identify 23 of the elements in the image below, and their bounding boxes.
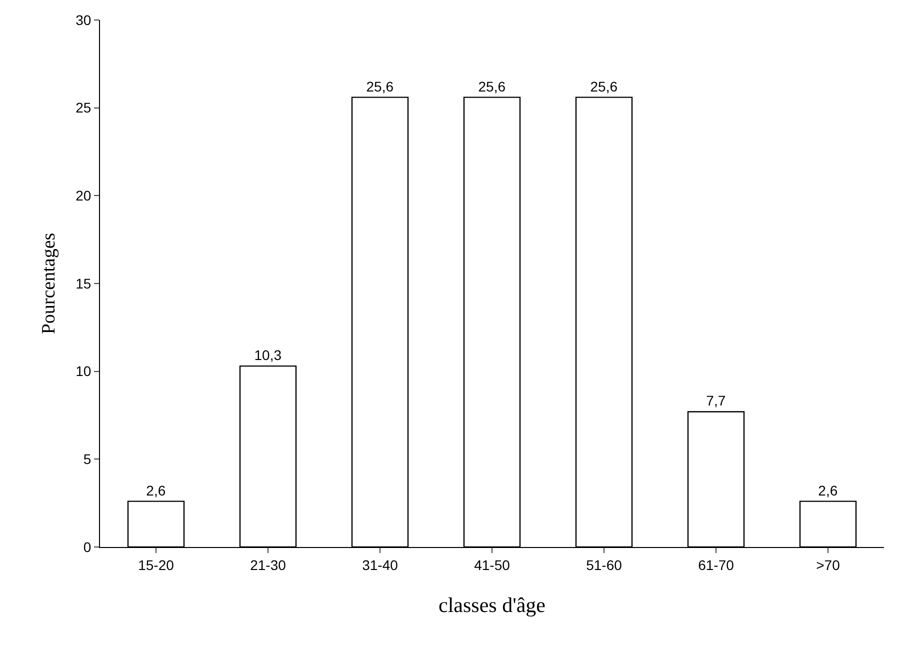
y-tick-label: 0 xyxy=(83,538,92,555)
x-tick-label: 51-60 xyxy=(586,556,622,573)
data-label: 7,7 xyxy=(706,392,726,409)
x-tick-label: 61-70 xyxy=(698,556,734,573)
y-tick-label: 30 xyxy=(76,12,92,28)
data-label: 25,6 xyxy=(478,78,506,94)
data-label: 2,6 xyxy=(818,482,838,498)
y-tick-label: 5 xyxy=(83,451,92,468)
data-label: 25,6 xyxy=(590,78,618,94)
x-tick-label: 41-50 xyxy=(474,556,510,573)
x-tick-label: >70 xyxy=(816,556,840,573)
x-tick-label: 31-40 xyxy=(362,556,398,573)
data-label: 10,3 xyxy=(254,347,282,364)
y-tick-label: 20 xyxy=(76,188,92,204)
y-tick-label: 10 xyxy=(76,363,92,380)
x-tick-label: 21-30 xyxy=(250,556,286,573)
data-label: 25,6 xyxy=(366,78,394,94)
y-tick-label: 25 xyxy=(76,100,92,116)
x-tick-label: 15-20 xyxy=(138,556,174,573)
y-axis-title: Pourcentages xyxy=(38,232,60,334)
x-axis-title: classes d'âge xyxy=(438,593,546,617)
data-label: 2,6 xyxy=(146,482,166,498)
y-tick-label: 15 xyxy=(76,275,92,292)
